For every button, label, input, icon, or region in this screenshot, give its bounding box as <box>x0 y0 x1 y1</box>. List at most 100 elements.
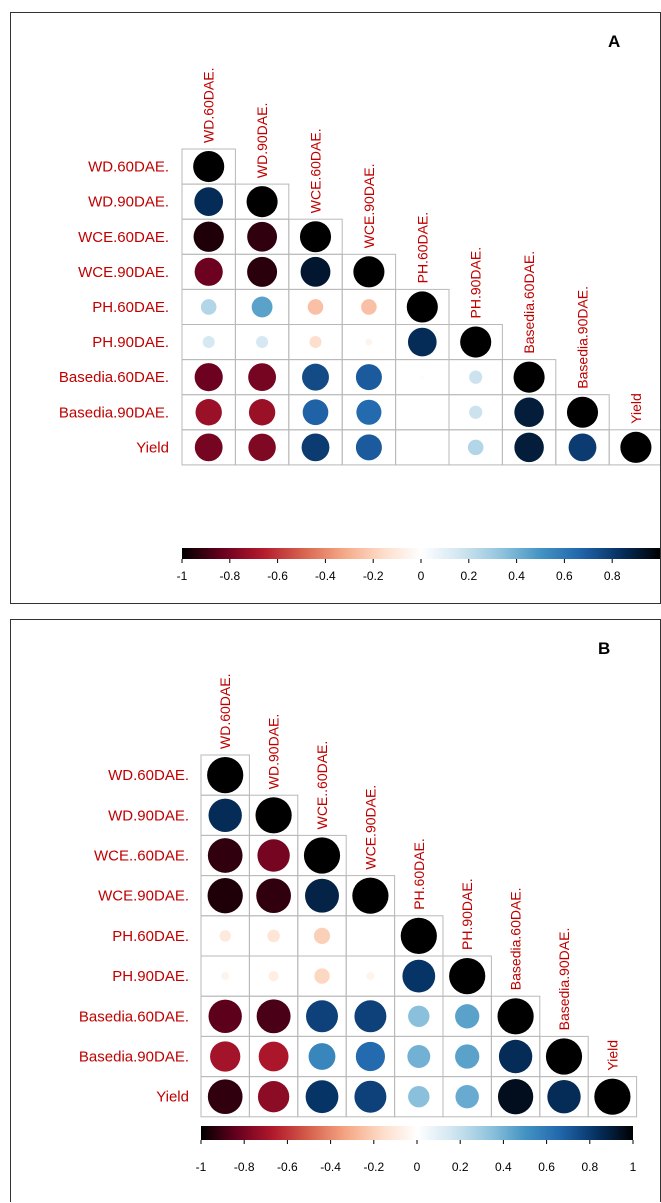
correlation-circle <box>194 363 223 392</box>
correlation-circle <box>497 998 534 1035</box>
colorbar-tick-label: -1 <box>196 1160 207 1174</box>
correlation-plot-b: B WD.60DAE. WD.90DAE. WCE..60DAE. WCE.90DAE.… <box>79 639 638 1174</box>
column-label: Basedia.90DAE. <box>575 286 591 389</box>
correlation-circle <box>246 186 278 218</box>
correlation-circle <box>356 399 382 425</box>
column-label: WD.60DAE. <box>201 68 217 143</box>
correlation-circle <box>407 327 437 357</box>
correlation-circle <box>354 1080 387 1113</box>
matrix-cell <box>587 1076 638 1118</box>
colorbar-tick-label: 0.4 <box>495 1160 512 1174</box>
correlation-circle <box>469 405 483 419</box>
row-label: PH.60DAE. <box>112 928 189 945</box>
column-label: WD.90DAE. <box>266 714 282 789</box>
colorbar-tick-label: 0.6 <box>538 1160 555 1174</box>
correlation-circle <box>248 433 276 462</box>
colorbar-tick-label: -0.4 <box>315 569 336 583</box>
column-label: WCE..60DAE. <box>314 741 330 830</box>
correlation-circle <box>247 256 278 287</box>
correlation-circle <box>301 433 330 462</box>
correlation-circle <box>200 299 217 315</box>
colorbar-tick-label: -1 <box>177 569 188 583</box>
column-label: PH.60DAE. <box>414 212 430 284</box>
colorbar-tick-label: 0.8 <box>604 569 621 583</box>
colorbar-tick-label: 0.8 <box>581 1160 598 1174</box>
column-label: WD.90DAE. <box>254 103 270 178</box>
row-label: WCE.60DAE. <box>78 229 169 246</box>
row-label: PH.60DAE. <box>92 299 169 316</box>
colorbar-tick-label: 0 <box>418 569 425 583</box>
correlation-circle <box>256 336 269 349</box>
column-label: Basedia.60DAE. <box>508 887 524 990</box>
correlation-circle <box>208 999 242 1033</box>
correlation-circle <box>309 336 322 349</box>
correlation-circle <box>498 1039 533 1074</box>
column-label: WCE.90DAE. <box>361 163 377 248</box>
correlation-circle <box>305 1080 339 1114</box>
colorbar <box>201 1126 633 1140</box>
column-label: Yield <box>604 1040 620 1071</box>
correlation-circle <box>305 878 339 913</box>
correlation-circle <box>258 1041 289 1072</box>
correlation-circle <box>467 439 484 456</box>
row-label: PH.90DAE. <box>92 334 169 351</box>
correlation-circle <box>620 431 652 463</box>
row-label: PH.90DAE. <box>112 968 189 985</box>
correlation-circle <box>361 299 377 315</box>
correlation-circle <box>207 838 243 873</box>
correlation-circle <box>302 399 329 426</box>
correlation-circle <box>408 1005 430 1028</box>
colorbar-tick-label: -0.8 <box>234 1160 255 1174</box>
correlation-circle <box>193 221 224 252</box>
colorbar-tick-label: 1 <box>630 1160 637 1174</box>
row-label: Basedia.90DAE. <box>79 1049 189 1066</box>
correlation-circle <box>202 336 215 349</box>
matrix-cell <box>608 429 660 466</box>
correlation-circle <box>352 877 389 914</box>
colorbar <box>182 548 660 559</box>
correlation-circle <box>460 326 492 358</box>
correlation-circle <box>207 757 244 794</box>
panel-a: A WD.60DAE. WD.90DAE. WCE.60DAE. WCE.90DAE. P… <box>10 12 661 604</box>
correlation-circle <box>314 968 330 984</box>
column-label: PH.60DAE. <box>411 838 427 910</box>
matrix-cell <box>395 394 450 431</box>
colorbar-tick-label: -0.8 <box>219 569 240 583</box>
row-label: Basedia.60DAE. <box>59 369 169 386</box>
row-label: WD.90DAE. <box>88 194 169 211</box>
column-label: PH.90DAE. <box>468 247 484 319</box>
colorbar-tick-label: 0.2 <box>452 1160 469 1174</box>
colorbar-tick-label: -0.6 <box>267 569 288 583</box>
panel-label: A <box>608 32 620 51</box>
correlation-circle <box>221 972 230 981</box>
panel-b: B WD.60DAE. WD.90DAE. WCE..60DAE. WCE.90DAE.… <box>10 619 661 1202</box>
correlation-circle <box>566 396 599 428</box>
correlation-circle <box>355 434 382 461</box>
correlation-circle <box>353 256 385 288</box>
correlation-circle <box>268 970 279 982</box>
column-label: PH.90DAE. <box>459 878 475 950</box>
correlation-circle <box>455 1084 479 1109</box>
row-label: Yield <box>136 439 169 456</box>
row-label: WCE.90DAE. <box>98 888 189 905</box>
correlation-plot-a: A WD.60DAE. WD.90DAE. WCE.60DAE. WCE.90DAE. P… <box>59 32 660 583</box>
correlation-circle <box>365 338 373 346</box>
correlation-circle <box>251 296 273 318</box>
correlation-circle <box>210 1041 241 1072</box>
correlation-circle <box>514 432 544 463</box>
correlation-circle <box>256 878 291 914</box>
correlation-circle <box>355 1041 385 1072</box>
correlation-circle <box>313 927 331 944</box>
correlation-circle <box>300 256 331 287</box>
colorbar-tick-label: 0.6 <box>556 569 573 583</box>
colorbar-tick-label: 0 <box>414 1160 421 1174</box>
correlation-circle <box>402 959 436 993</box>
correlation-circle <box>248 363 277 392</box>
column-label: WCE.60DAE. <box>308 128 324 213</box>
row-label: WCE..60DAE. <box>94 848 189 865</box>
row-label: Basedia.90DAE. <box>59 404 169 421</box>
correlation-circle <box>306 1000 338 1033</box>
correlation-circle <box>194 187 224 216</box>
column-label: Basedia.60DAE. <box>521 251 537 354</box>
matrix-cell <box>345 915 396 957</box>
